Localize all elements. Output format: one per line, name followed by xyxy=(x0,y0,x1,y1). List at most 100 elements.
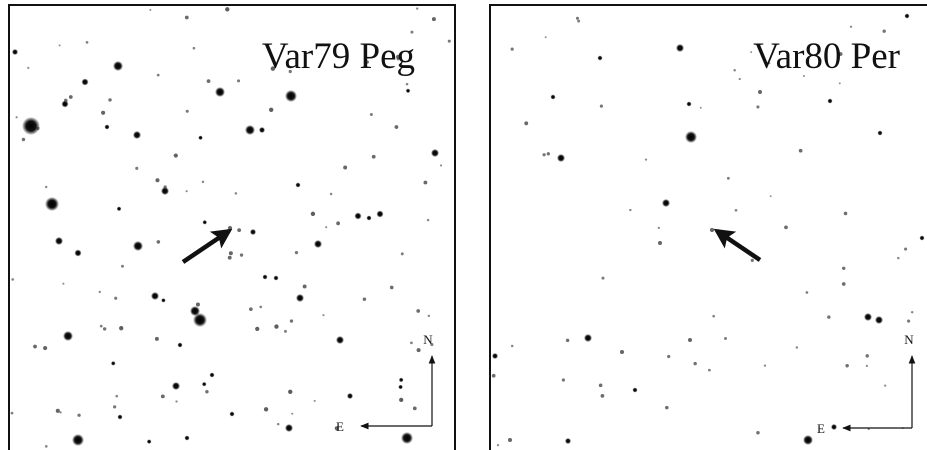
star xyxy=(796,346,798,348)
star xyxy=(620,350,624,354)
star xyxy=(629,209,631,211)
star xyxy=(416,7,418,9)
star xyxy=(36,127,39,130)
star xyxy=(431,149,439,157)
star xyxy=(196,302,200,306)
star xyxy=(866,365,868,367)
star xyxy=(198,136,202,140)
star xyxy=(750,51,752,53)
star xyxy=(75,250,82,257)
star xyxy=(207,79,211,83)
star xyxy=(16,116,18,118)
star xyxy=(240,253,243,256)
star xyxy=(149,9,151,11)
star xyxy=(413,407,417,411)
star xyxy=(284,330,287,333)
star xyxy=(161,298,165,302)
star xyxy=(427,219,429,221)
star xyxy=(202,181,204,183)
star xyxy=(228,226,232,230)
star xyxy=(330,193,333,196)
star xyxy=(676,44,684,52)
star xyxy=(111,361,116,366)
star xyxy=(274,324,278,328)
star xyxy=(432,17,436,21)
star xyxy=(69,95,73,99)
star xyxy=(727,177,730,180)
star xyxy=(662,199,670,207)
star xyxy=(237,228,241,232)
star xyxy=(770,195,772,197)
star xyxy=(844,212,848,216)
star xyxy=(904,248,907,251)
target-arrow xyxy=(183,231,229,262)
page: Var79 Peg Var80 Per N E N E (() => { con… xyxy=(0,0,927,450)
east-label: E xyxy=(336,419,344,434)
star xyxy=(562,378,565,381)
star xyxy=(285,424,293,432)
star xyxy=(269,108,273,112)
star xyxy=(524,121,528,125)
star xyxy=(72,434,84,446)
star xyxy=(831,424,837,430)
star xyxy=(884,384,886,386)
star xyxy=(710,228,714,232)
star xyxy=(105,125,110,130)
panel-title: Var79 Peg xyxy=(262,36,415,77)
star xyxy=(363,297,366,300)
star xyxy=(230,412,235,417)
star xyxy=(295,251,298,254)
target-arrow xyxy=(717,231,760,260)
star xyxy=(99,291,101,293)
star xyxy=(290,319,293,322)
star xyxy=(751,259,754,262)
star xyxy=(565,438,571,444)
finder-charts: Var79 Peg Var80 Per N E N E xyxy=(0,0,927,450)
star xyxy=(633,388,638,393)
star xyxy=(186,110,189,113)
star xyxy=(866,354,869,357)
star xyxy=(12,49,18,55)
star xyxy=(103,327,106,330)
star xyxy=(395,125,399,129)
star xyxy=(33,345,37,349)
star xyxy=(249,307,253,311)
star xyxy=(423,181,427,185)
star xyxy=(108,98,111,101)
star xyxy=(688,338,692,342)
star xyxy=(399,398,403,402)
star xyxy=(347,393,353,399)
star xyxy=(410,31,413,34)
star xyxy=(667,355,670,358)
star xyxy=(492,374,496,378)
star xyxy=(806,291,809,294)
star xyxy=(202,382,207,387)
star xyxy=(883,30,886,33)
star xyxy=(600,105,603,108)
star xyxy=(210,373,215,378)
star xyxy=(685,131,697,143)
star xyxy=(203,220,207,224)
star xyxy=(55,237,63,245)
star xyxy=(601,394,605,398)
star xyxy=(185,436,190,441)
star xyxy=(245,125,255,135)
star xyxy=(708,369,711,372)
star xyxy=(225,7,229,11)
star xyxy=(598,56,603,61)
star xyxy=(193,47,196,50)
star xyxy=(658,227,660,229)
star xyxy=(22,138,25,141)
star xyxy=(733,69,736,72)
star xyxy=(45,197,59,211)
star xyxy=(205,390,208,393)
star xyxy=(897,257,899,259)
star xyxy=(121,265,124,268)
star xyxy=(864,313,872,321)
north-label: N xyxy=(423,332,433,347)
star xyxy=(151,292,159,300)
star xyxy=(263,275,268,280)
star xyxy=(842,267,845,270)
star xyxy=(508,438,512,442)
star xyxy=(63,331,73,341)
